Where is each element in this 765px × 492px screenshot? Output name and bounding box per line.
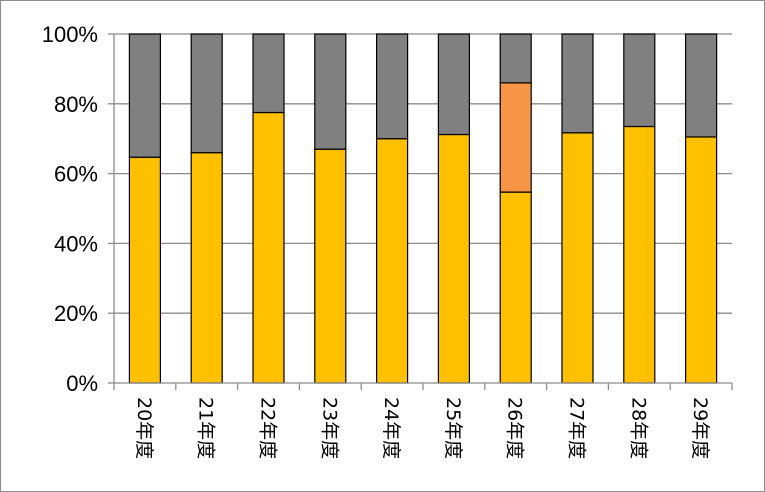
bar-segment	[684, 136, 718, 384]
x-category-label: 28年度	[627, 397, 649, 459]
x-category-label: 20年度	[133, 397, 155, 459]
bar-segment	[561, 33, 594, 134]
bar-segment	[561, 132, 594, 384]
y-tick-label: 60%	[54, 162, 98, 187]
x-category-label: 29年度	[689, 397, 711, 459]
y-tick-label: 20%	[54, 301, 98, 326]
bar-segment	[684, 33, 718, 138]
bar-segment	[376, 138, 409, 384]
bar-segment	[437, 33, 470, 136]
bar-segment	[128, 156, 161, 384]
bar-segment	[623, 125, 656, 384]
x-category-label: 24年度	[380, 397, 402, 459]
bar-segment	[252, 33, 285, 114]
bar-segment	[252, 111, 285, 384]
bar-segment	[437, 133, 470, 384]
bar-segment	[499, 191, 532, 384]
bar-segment	[190, 152, 223, 384]
axes	[108, 33, 733, 390]
bar-segment	[499, 82, 532, 193]
x-category-label: 27年度	[566, 397, 588, 459]
x-category-label: 23年度	[318, 397, 340, 459]
x-category-label: 22年度	[257, 397, 279, 459]
x-category-label: 26年度	[504, 397, 526, 459]
bar-segment	[314, 33, 347, 150]
y-tick-label: 80%	[54, 92, 98, 117]
bar-segment	[499, 33, 532, 84]
x-category-label: 21年度	[195, 397, 217, 459]
bars	[128, 33, 718, 384]
bar-segment	[376, 33, 409, 140]
bar-segment	[190, 33, 223, 154]
labels: 0% 20% 40% 60% 80% 100% 20年度 21年度 22年度 23年度 24年度 25…	[42, 22, 711, 459]
x-category-label: 25年度	[442, 397, 464, 459]
y-tick-label: 40%	[54, 231, 98, 256]
y-tick-label: 100%	[42, 22, 98, 47]
y-tick-label: 0%	[66, 371, 98, 396]
bar-segment	[623, 33, 656, 128]
bar-segment	[128, 33, 161, 158]
bar-segment	[314, 148, 347, 384]
